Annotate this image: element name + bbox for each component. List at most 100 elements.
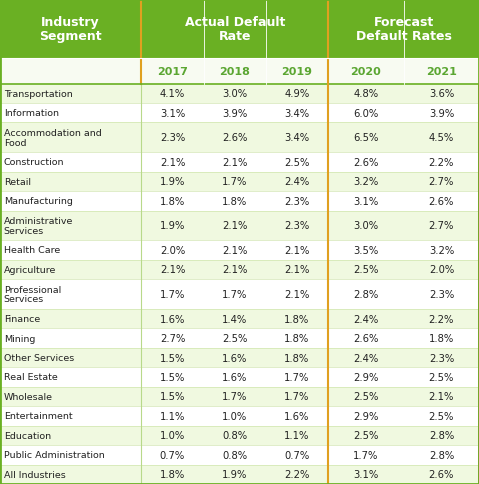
Text: 3.4%: 3.4% (285, 108, 309, 119)
Bar (266, 329, 328, 348)
Bar (404, 329, 479, 348)
Text: 2.6%: 2.6% (429, 197, 454, 206)
Bar (404, 348, 479, 367)
Text: 3.2%: 3.2% (429, 245, 454, 256)
Bar (0, 59, 141, 84)
Bar (204, 348, 266, 367)
Text: 4.1%: 4.1% (160, 89, 185, 99)
Text: 1.8%: 1.8% (160, 469, 185, 479)
Text: 2.9%: 2.9% (354, 411, 378, 421)
Bar (328, 104, 404, 123)
Text: Administrative
Services: Administrative Services (4, 216, 73, 235)
Bar (328, 123, 404, 153)
Text: 2.1%: 2.1% (160, 157, 185, 167)
Bar (141, 84, 204, 104)
Bar (0, 465, 141, 484)
Text: 2.3%: 2.3% (285, 221, 309, 231)
Text: 2.1%: 2.1% (222, 265, 247, 275)
Bar (328, 280, 404, 309)
Bar (141, 280, 204, 309)
Text: 2.0%: 2.0% (429, 265, 454, 275)
Text: 3.6%: 3.6% (429, 89, 454, 99)
Bar (141, 104, 204, 123)
Text: 2.5%: 2.5% (354, 430, 378, 440)
Text: 1.4%: 1.4% (222, 314, 247, 324)
Bar (404, 406, 479, 426)
Text: 2.1%: 2.1% (285, 265, 309, 275)
Bar (404, 367, 479, 387)
Text: 2.2%: 2.2% (429, 157, 454, 167)
Bar (0, 387, 141, 406)
Text: 1.7%: 1.7% (222, 177, 247, 187)
Bar (0, 153, 141, 172)
Text: Entertainment: Entertainment (4, 411, 72, 421)
Bar (404, 59, 479, 84)
Text: Information: Information (4, 109, 59, 118)
Bar (266, 84, 328, 104)
Bar (266, 59, 328, 84)
Text: 2.4%: 2.4% (354, 314, 378, 324)
Text: 1.7%: 1.7% (160, 289, 185, 300)
Text: 1.7%: 1.7% (285, 392, 309, 402)
Text: 4.9%: 4.9% (285, 89, 309, 99)
Text: Education: Education (4, 431, 51, 440)
Text: Finance: Finance (4, 315, 40, 323)
Text: 1.0%: 1.0% (222, 411, 247, 421)
Text: 2019: 2019 (282, 67, 312, 76)
Bar (0, 104, 141, 123)
Bar (328, 367, 404, 387)
Bar (141, 445, 204, 465)
Text: 2.3%: 2.3% (429, 353, 454, 363)
Bar (266, 406, 328, 426)
Text: 1.9%: 1.9% (222, 469, 247, 479)
Bar (141, 123, 204, 153)
Text: 1.8%: 1.8% (222, 197, 247, 206)
Bar (266, 445, 328, 465)
Bar (204, 84, 266, 104)
Bar (0, 406, 141, 426)
Text: 2.1%: 2.1% (429, 392, 454, 402)
Text: 3.9%: 3.9% (222, 108, 247, 119)
Bar (0, 367, 141, 387)
Bar (328, 426, 404, 445)
Bar (404, 260, 479, 280)
Bar (266, 348, 328, 367)
Bar (141, 465, 204, 484)
Bar (141, 367, 204, 387)
Bar (204, 367, 266, 387)
Bar (404, 192, 479, 211)
Text: 1.7%: 1.7% (222, 289, 247, 300)
Text: 2.7%: 2.7% (429, 177, 454, 187)
Text: Public Administration: Public Administration (4, 451, 104, 459)
Text: 1.8%: 1.8% (285, 353, 309, 363)
Bar (404, 123, 479, 153)
Bar (0, 329, 141, 348)
Text: 2.3%: 2.3% (285, 197, 309, 206)
Text: 3.5%: 3.5% (354, 245, 378, 256)
Text: All Industries: All Industries (4, 470, 66, 479)
Text: 0.7%: 0.7% (160, 450, 185, 460)
Text: 2.8%: 2.8% (429, 450, 454, 460)
Bar (0, 172, 141, 192)
Bar (141, 241, 204, 260)
Bar (0, 260, 141, 280)
Text: 2.0%: 2.0% (160, 245, 185, 256)
Text: 3.0%: 3.0% (222, 89, 247, 99)
Bar (266, 387, 328, 406)
Text: 2.1%: 2.1% (222, 221, 247, 231)
Text: 2.2%: 2.2% (285, 469, 309, 479)
Bar (204, 172, 266, 192)
Text: 0.8%: 0.8% (222, 450, 247, 460)
Text: 6.0%: 6.0% (354, 108, 378, 119)
Text: 1.7%: 1.7% (222, 392, 247, 402)
Text: 1.5%: 1.5% (160, 353, 185, 363)
Bar (328, 172, 404, 192)
Text: 2.6%: 2.6% (222, 133, 247, 143)
Bar (204, 211, 266, 241)
Text: 2.5%: 2.5% (354, 265, 378, 275)
Text: Accommodation and
Food: Accommodation and Food (4, 129, 102, 147)
Bar (204, 426, 266, 445)
Text: 2.8%: 2.8% (429, 430, 454, 440)
Text: 1.6%: 1.6% (285, 411, 309, 421)
Bar (141, 172, 204, 192)
